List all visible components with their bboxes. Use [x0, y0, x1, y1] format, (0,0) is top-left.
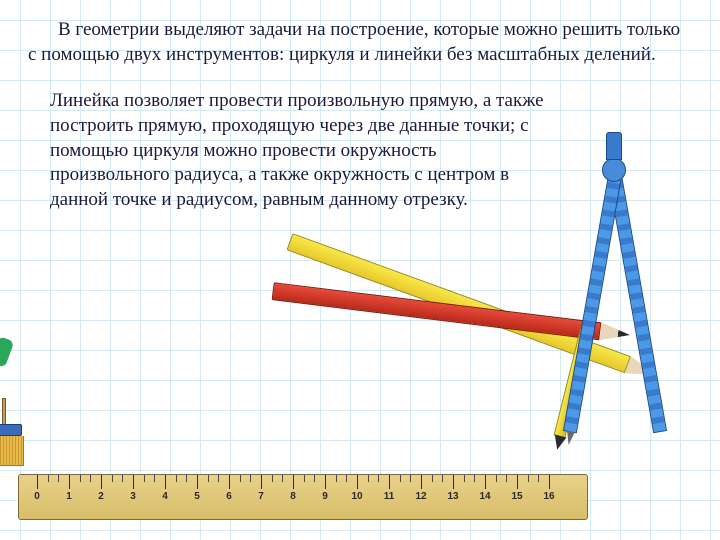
ruler-tick-label: 8	[290, 491, 296, 502]
ruler-tick-label: 11	[384, 491, 395, 502]
ruler-tick-major	[517, 475, 518, 489]
ruler-tick-minor	[346, 475, 347, 482]
ruler-tick-minor	[154, 475, 155, 482]
ruler-tick-label: 12	[415, 491, 426, 502]
ruler-tick-minor	[176, 475, 177, 482]
ruler-tick-label: 0	[34, 491, 40, 502]
ruler-tick-minor	[528, 475, 529, 482]
ruler-tick-minor	[378, 475, 379, 482]
ruler-tick-major	[485, 475, 486, 489]
ruler-tick-minor	[48, 475, 49, 482]
ruler-tick-minor	[432, 475, 433, 482]
ruler-tick-minor	[464, 475, 465, 482]
ruler-tick-minor	[282, 475, 283, 482]
ruler-tick-minor	[410, 475, 411, 482]
ruler-tick-minor	[250, 475, 251, 482]
ruler-tick-major	[197, 475, 198, 489]
ruler-tick-minor	[80, 475, 81, 482]
ruler-tick-label: 4	[162, 491, 168, 502]
ruler-tick-label: 15	[511, 491, 522, 502]
ruler-tick-minor	[368, 475, 369, 482]
brush-icon	[0, 414, 34, 474]
ruler-tick-label: 16	[543, 491, 554, 502]
ruler-tick-minor	[208, 475, 209, 482]
ruler-tick-minor	[496, 475, 497, 482]
ruler-tick-minor	[400, 475, 401, 482]
ruler-ticks: 012345678910111213141516	[37, 475, 577, 519]
ruler-tick-minor	[186, 475, 187, 482]
ruler-tick-major	[549, 475, 550, 489]
ruler-tick-major	[133, 475, 134, 489]
ruler-tick-minor	[272, 475, 273, 482]
ruler-tick-label: 2	[98, 491, 104, 502]
ruler-icon: 012345678910111213141516	[18, 474, 588, 520]
ruler-tick-minor	[112, 475, 113, 482]
ruler-tick-label: 1	[66, 491, 72, 502]
ruler-tick-label: 10	[351, 491, 362, 502]
ruler-tick-minor	[218, 475, 219, 482]
ruler-tick-label: 9	[322, 491, 328, 502]
ruler-tick-major	[261, 475, 262, 489]
ruler-tick-minor	[90, 475, 91, 482]
ruler-tick-minor	[144, 475, 145, 482]
ruler-tick-label: 13	[447, 491, 458, 502]
detail-paragraph: Линейка позволяет провести произвольную …	[50, 89, 560, 212]
ruler-tick-major	[357, 475, 358, 489]
ruler-tick-label: 5	[194, 491, 200, 502]
ruler-tick-minor	[538, 475, 539, 482]
ruler-tick-major	[101, 475, 102, 489]
ruler-tick-minor	[336, 475, 337, 482]
ruler-tick-major	[293, 475, 294, 489]
ruler-tick-major	[389, 475, 390, 489]
ruler-tick-minor	[304, 475, 305, 482]
ruler-tick-major	[421, 475, 422, 489]
ruler-tick-minor	[240, 475, 241, 482]
ruler-tick-label: 3	[130, 491, 136, 502]
ruler-tick-major	[165, 475, 166, 489]
ruler-tick-minor	[314, 475, 315, 482]
ruler-tick-minor	[442, 475, 443, 482]
ruler-tick-minor	[58, 475, 59, 482]
ruler-tick-major	[325, 475, 326, 489]
ruler-tick-label: 14	[479, 491, 490, 502]
ruler-tick-minor	[474, 475, 475, 482]
ruler-tick-major	[229, 475, 230, 489]
ruler-tick-label: 6	[226, 491, 232, 502]
compass-icon	[550, 132, 680, 452]
ruler-tick-label: 7	[258, 491, 264, 502]
ruler-tick-major	[69, 475, 70, 489]
ruler-tick-major	[37, 475, 38, 489]
ruler-tick-minor	[506, 475, 507, 482]
ruler-tick-minor	[122, 475, 123, 482]
intro-paragraph: В геометрии выделяют задачи на построени…	[28, 18, 692, 67]
ruler-tick-major	[453, 475, 454, 489]
